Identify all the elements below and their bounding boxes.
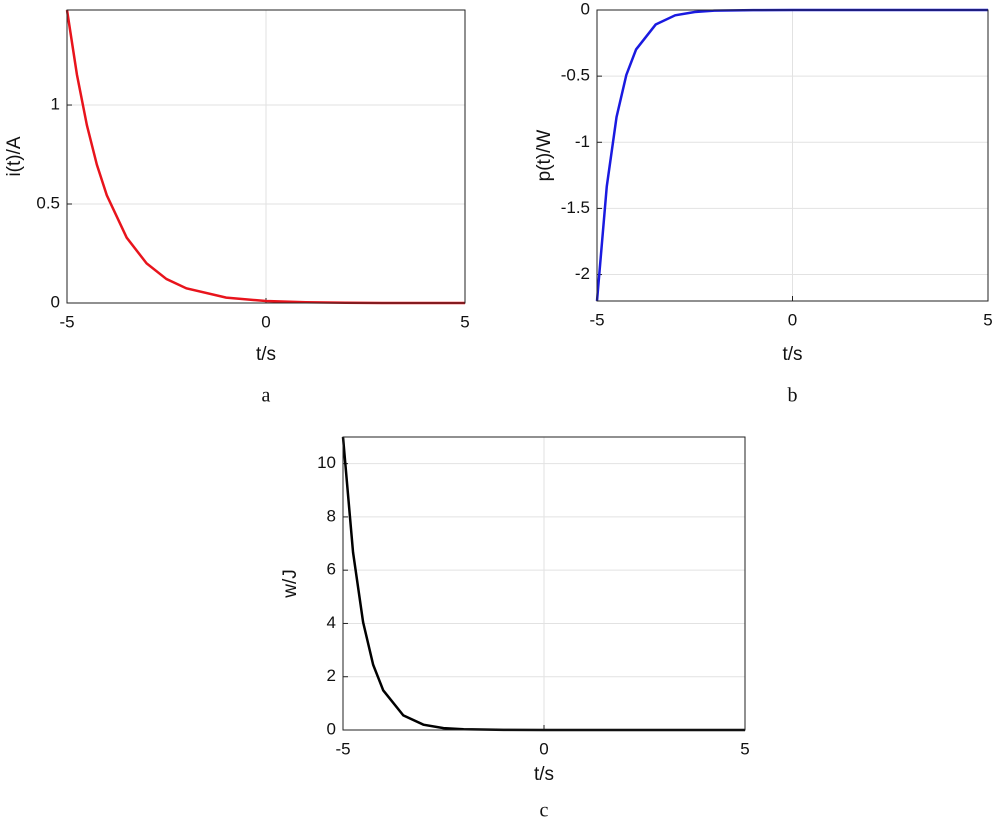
x-tick-label: 5: [740, 739, 749, 758]
plot-frame: [596, 9, 989, 302]
y-tick-label: 6: [327, 560, 336, 579]
x-tick-label: 5: [460, 312, 469, 331]
y-tick-label: 2: [327, 666, 336, 685]
caption: b: [788, 385, 798, 407]
y-axis-label: i(t)/A: [4, 136, 25, 176]
plot-frame: [342, 436, 746, 731]
x-tick-label: 0: [261, 312, 270, 331]
y-tick-label: 1: [51, 95, 60, 114]
y-tick-label: 0: [327, 719, 336, 738]
y-axis-label: w/J: [280, 569, 301, 599]
x-tick-label: -5: [59, 312, 74, 331]
y-tick-label: -1.5: [561, 198, 590, 217]
x-tick-label: 0: [539, 739, 548, 758]
y-tick-label: 8: [327, 506, 336, 525]
y-tick-label: 0: [51, 292, 60, 311]
x-axis-label: t/s: [534, 764, 554, 785]
caption: c: [540, 800, 549, 822]
y-tick-label: 0.5: [36, 193, 60, 212]
x-axis-label: t/s: [782, 344, 802, 365]
x-tick-label: 5: [983, 310, 992, 329]
y-tick-label: 0: [581, 0, 590, 18]
caption: a: [262, 385, 271, 407]
x-axis-label: t/s: [256, 344, 276, 365]
x-tick-label: -5: [589, 310, 604, 329]
y-tick-label: -2: [575, 264, 590, 283]
y-axis-label: p(t)/W: [534, 130, 555, 182]
x-tick-label: -5: [335, 739, 350, 758]
y-tick-label: -1: [575, 132, 590, 151]
y-tick-label: -0.5: [561, 66, 590, 85]
y-tick-label: 10: [317, 453, 336, 472]
x-tick-label: 0: [788, 310, 797, 329]
y-tick-label: 4: [327, 613, 336, 632]
plot-frame: [66, 9, 466, 304]
